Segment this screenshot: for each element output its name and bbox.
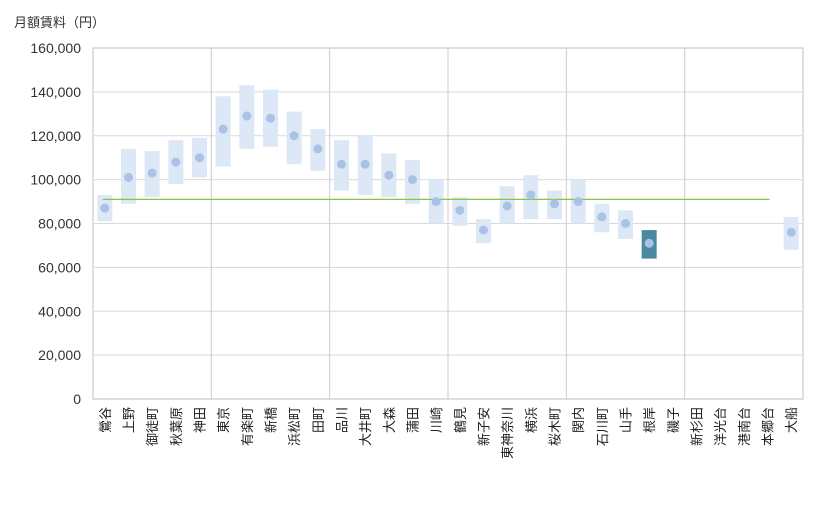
average-dot-7 bbox=[242, 111, 252, 121]
x-tick-label: 横浜 bbox=[525, 407, 540, 433]
x-tick-label: 大船 bbox=[785, 407, 800, 433]
average-dot-11 bbox=[337, 159, 346, 169]
x-tick-label: 根岸 bbox=[643, 407, 658, 433]
x-tick-label: 蒲田 bbox=[407, 407, 422, 433]
y-tick-label: 60,000 bbox=[38, 259, 81, 275]
y-tick-label: 100,000 bbox=[30, 172, 81, 188]
x-tick-label: 大森 bbox=[383, 407, 398, 433]
average-dot-23 bbox=[621, 219, 630, 228]
x-tick-label: 新杉田 bbox=[690, 407, 706, 446]
average-dot-22 bbox=[597, 212, 607, 222]
x-tick-label: 港南台 bbox=[737, 407, 753, 446]
average-dot-14 bbox=[408, 175, 417, 185]
x-tick-label: 大井町 bbox=[359, 407, 374, 446]
average-dot-30 bbox=[786, 227, 796, 237]
average-dot-6 bbox=[218, 124, 228, 134]
y-tick-label: 80,000 bbox=[38, 216, 81, 232]
x-tick-label: 関内 bbox=[571, 407, 587, 433]
x-tick-label: 山手 bbox=[620, 407, 635, 433]
average-dot-24 bbox=[644, 238, 654, 248]
x-tick-label: 桜木町 bbox=[549, 407, 564, 446]
average-dot-20 bbox=[550, 199, 559, 209]
average-dot-13 bbox=[384, 170, 394, 180]
x-tick-label: 秋葉原 bbox=[170, 407, 185, 446]
y-axis-unit-label: 月額賃料（円） bbox=[14, 16, 106, 31]
average-dot-4 bbox=[171, 157, 181, 167]
average-dot-19 bbox=[526, 190, 536, 200]
x-tick-label: 洋光台 bbox=[714, 407, 729, 446]
x-tick-label: 本郷台 bbox=[762, 407, 777, 446]
average-dot-2 bbox=[124, 172, 133, 182]
x-tick-label: 鶴見 bbox=[453, 407, 469, 433]
y-tick-label: 140,000 bbox=[30, 84, 81, 100]
x-tick-label: 東神奈川 bbox=[500, 407, 516, 459]
average-dot-5 bbox=[195, 153, 204, 163]
average-dot-16 bbox=[455, 205, 465, 215]
average-dot-10 bbox=[313, 144, 323, 154]
y-tick-label: 160,000 bbox=[30, 40, 81, 56]
average-dot-15 bbox=[431, 197, 441, 207]
x-tick-label: 東京 bbox=[216, 407, 232, 433]
average-dot-17 bbox=[479, 225, 488, 235]
y-tick-label: 40,000 bbox=[38, 303, 81, 319]
average-dot-8 bbox=[266, 113, 275, 123]
x-tick-label: 新橋 bbox=[264, 407, 280, 433]
y-tick-label: 20,000 bbox=[38, 347, 81, 363]
average-dot-3 bbox=[147, 168, 157, 178]
average-dot-18 bbox=[502, 201, 512, 211]
x-tick-label: 浜松町 bbox=[288, 407, 303, 446]
x-tick-label: 田町 bbox=[312, 407, 327, 433]
x-tick-label: 品川 bbox=[336, 407, 351, 433]
x-tick-label: 石川町 bbox=[596, 407, 611, 446]
x-tick-label: 鶯谷 bbox=[99, 407, 114, 433]
average-dot-12 bbox=[360, 159, 370, 169]
x-tick-label: 磯子 bbox=[667, 407, 682, 433]
x-tick-label: 上野 bbox=[123, 407, 138, 433]
x-tick-label: 有楽町 bbox=[240, 407, 256, 446]
average-dot-9 bbox=[289, 131, 299, 141]
average-dot-1 bbox=[100, 203, 110, 213]
x-tick-label: 新子安 bbox=[477, 407, 493, 446]
x-tick-label: 神田 bbox=[194, 407, 209, 433]
average-dot-21 bbox=[573, 197, 583, 207]
x-tick-label: 川崎 bbox=[430, 407, 445, 433]
y-tick-label: 120,000 bbox=[30, 128, 81, 144]
y-tick-label: 0 bbox=[73, 391, 81, 407]
x-tick-label: 御徒町 bbox=[146, 407, 161, 446]
